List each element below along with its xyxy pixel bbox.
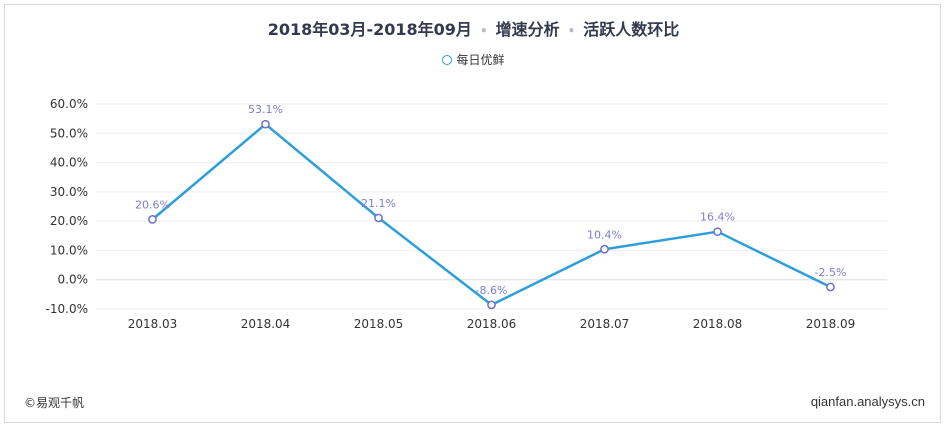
y-tick-label: 60.0% [50, 97, 88, 111]
data-label: 16.4% [700, 211, 735, 224]
x-tick-label: 2018.05 [354, 317, 404, 331]
data-label: 21.1% [361, 197, 396, 210]
y-tick-label: 30.0% [50, 185, 88, 199]
data-point [713, 227, 722, 237]
data-point [374, 213, 383, 223]
title-period: 2018年03月-2018年09月 [267, 20, 472, 39]
x-tick-label: 2018.04 [241, 317, 291, 331]
y-tick-label: 0.0% [58, 273, 89, 287]
title-section: 增速分析 [495, 20, 560, 39]
x-tick-label: 2018.07 [580, 317, 630, 331]
y-tick-label: 40.0% [50, 156, 88, 170]
title-metric: 活跃人数环比 [583, 20, 680, 39]
data-label: 10.4% [587, 228, 622, 241]
footer-copyright: ©易观千帆 [24, 396, 85, 410]
y-tick-label: 20.0% [50, 214, 88, 228]
x-tick-label: 2018.03 [128, 317, 178, 331]
data-point [148, 215, 157, 224]
data-point [826, 282, 835, 292]
x-tick-label: 2018.09 [806, 317, 856, 331]
y-tick-label: 50.0% [50, 126, 88, 140]
data-label: -2.5% [815, 266, 847, 279]
title-separator: • [479, 23, 488, 38]
y-tick-label: 10.0% [50, 243, 88, 257]
footer-site[interactable]: qianfan.analysys.cn [810, 394, 925, 409]
legend[interactable]: 每日优鲜 [0, 52, 947, 68]
data-label: 20.6% [135, 198, 170, 211]
y-tick-label: -10.0% [46, 302, 88, 316]
legend-marker-icon [442, 55, 453, 65]
data-point [261, 119, 270, 129]
chart-title: 2018年03月-2018年09月 • 增速分析 • 活跃人数环比 [0, 16, 947, 40]
data-label: -8.6% [476, 284, 508, 297]
legend-label: 每日优鲜 [456, 53, 505, 67]
data-point [600, 244, 609, 254]
data-point [487, 300, 496, 310]
x-tick-label: 2018.08 [693, 317, 743, 331]
x-tick-label: 2018.06 [467, 317, 517, 331]
data-label: 53.1% [248, 103, 283, 116]
title-separator: • [567, 23, 576, 38]
